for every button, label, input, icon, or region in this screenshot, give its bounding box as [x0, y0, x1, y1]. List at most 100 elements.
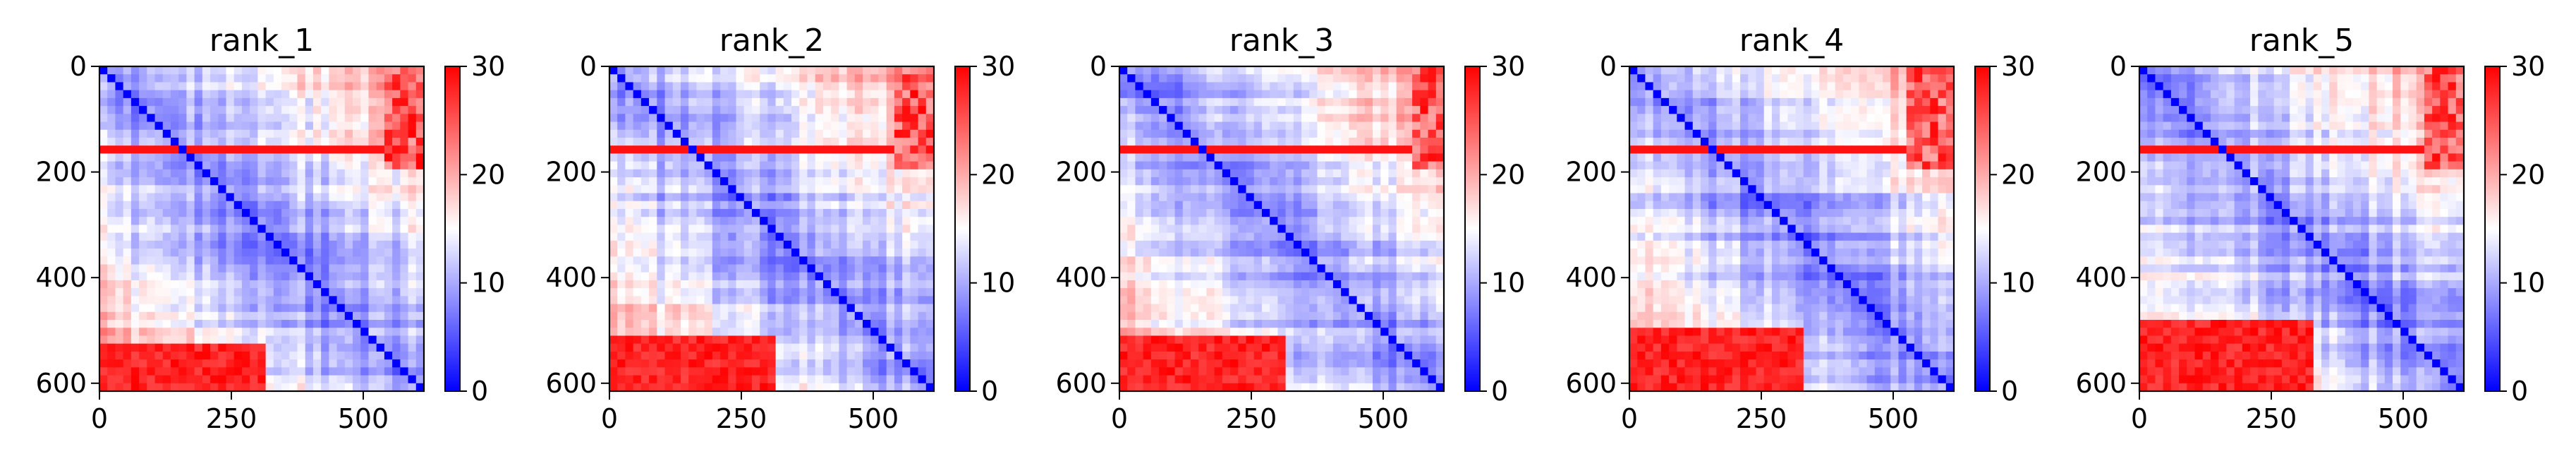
heatmap-cell [870, 106, 879, 114]
heatmap-cell [1151, 162, 1160, 170]
heatmap-cell [878, 264, 887, 273]
heatmap-cell [321, 249, 329, 257]
heatmap-cell [305, 241, 314, 249]
heatmap-cell [918, 264, 927, 273]
heatmap-cell [195, 106, 203, 114]
heatmap-cell [633, 130, 642, 138]
heatmap-cell [1175, 122, 1184, 131]
heatmap-cell [368, 122, 377, 131]
heatmap-cell [1301, 193, 1310, 202]
heatmap-cell [186, 217, 195, 225]
heatmap-cell [195, 209, 203, 217]
heatmap-cell [807, 320, 815, 328]
heatmap-cell [266, 280, 274, 289]
heatmap-cell [297, 233, 305, 241]
heatmap-cell [649, 264, 657, 273]
heatmap-cell [839, 328, 847, 336]
heatmap-cell [416, 359, 425, 368]
heatmap-cell [926, 185, 935, 193]
heatmap-cell [1333, 177, 1342, 186]
heatmap-cell [807, 130, 815, 138]
heatmap-cell [1270, 256, 1278, 265]
heatmap-cell [242, 352, 250, 360]
heatmap-cell [1270, 249, 1278, 257]
heatmap-cell [242, 122, 250, 131]
heatmap-cell [210, 249, 219, 257]
heatmap-cell [910, 130, 918, 138]
heatmap-cell [1286, 193, 1294, 202]
heatmap-cell [831, 122, 839, 131]
heatmap-cell [202, 169, 211, 178]
heatmap-cell [1349, 193, 1357, 202]
heatmap-cell [210, 169, 219, 178]
heatmap-cell [329, 328, 337, 336]
heatmap-cell [218, 66, 226, 75]
heatmap-cell [186, 74, 195, 83]
heatmap-cell [321, 264, 329, 273]
heatmap-cell [1230, 367, 1239, 376]
heatmap-cell [242, 106, 250, 114]
heatmap-cell [1135, 296, 1143, 304]
heatmap-cell [1206, 304, 1215, 313]
heatmap-cell [1404, 153, 1413, 162]
heatmap-cell [1420, 256, 1428, 265]
heatmap-cell [392, 376, 401, 384]
heatmap-cell [345, 296, 353, 304]
heatmap-cell [728, 66, 736, 75]
heatmap-cell [728, 273, 736, 281]
heatmap-cell [266, 162, 274, 170]
heatmap-cell [234, 169, 243, 178]
heatmap-cell [870, 217, 879, 225]
heatmap-cell [297, 376, 305, 384]
heatmap-cell [1397, 352, 1405, 360]
heatmap-cell [408, 66, 417, 75]
heatmap-cell [617, 320, 626, 328]
heatmap-cell [1198, 296, 1207, 304]
heatmap-cell [1254, 66, 1263, 75]
heatmap-cell [163, 328, 171, 336]
heatmap-cell [894, 241, 903, 249]
heatmap-cell [1428, 66, 1437, 75]
heatmap-cell [863, 328, 871, 336]
heatmap-cell [887, 66, 895, 75]
heatmap-cell [823, 193, 832, 202]
heatmap-cell [681, 82, 689, 90]
heatmap-cell [107, 82, 116, 90]
heatmap-cell [171, 90, 179, 99]
heatmap-cell [1191, 312, 1199, 321]
heatmap-cell [123, 256, 132, 265]
heatmap-cell [171, 312, 179, 321]
heatmap-cell [681, 177, 689, 186]
heatmap-cell [1119, 256, 1128, 265]
heatmap-cell [1270, 98, 1278, 107]
heatmap-cell [1206, 66, 1215, 75]
heatmap-cell [847, 106, 856, 114]
heatmap-cell [131, 162, 140, 170]
heatmap-cell [752, 98, 760, 107]
heatmap-cell [1325, 217, 1334, 225]
heatmap-cell [728, 162, 736, 170]
heatmap-cell [696, 312, 705, 321]
heatmap-cell [1404, 114, 1413, 122]
heatmap-cell [155, 169, 164, 178]
heatmap-cell [107, 122, 116, 131]
heatmap-cell [1167, 114, 1175, 122]
heatmap-cell [1230, 304, 1239, 313]
heatmap-cell [1119, 304, 1128, 313]
heatmap-cell [1412, 256, 1421, 265]
heatmap-cell [195, 153, 203, 162]
heatmap-cell [1420, 162, 1428, 170]
heatmap-cell [1317, 233, 1325, 241]
heatmap-cell [752, 193, 760, 202]
heatmap-cell [870, 122, 879, 131]
heatmap-cell [218, 344, 226, 352]
heatmap-cell [736, 217, 745, 225]
heatmap-cell [147, 138, 155, 146]
heatmap-cell [1309, 74, 1318, 83]
heatmap-cell [305, 82, 314, 90]
heatmap-cell [1167, 106, 1175, 114]
heatmap-cell [218, 328, 226, 336]
heatmap-cell [1365, 233, 1373, 241]
heatmap-cell [139, 66, 147, 75]
heatmap-cell [1206, 98, 1215, 107]
